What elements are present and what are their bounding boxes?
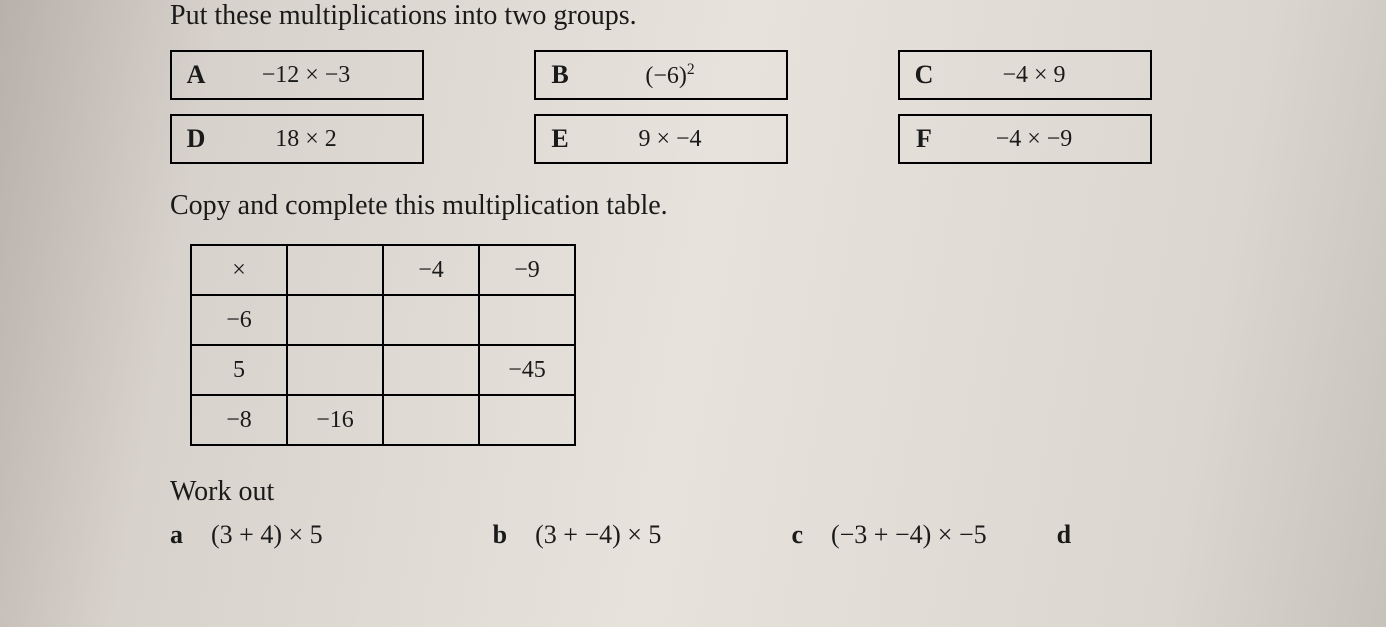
card-letter: C [900,60,948,90]
card-e: E 9 × −4 [534,114,788,164]
instruction-table: Copy and complete this multiplication ta… [170,190,1346,222]
card-a: A −12 × −3 [170,50,424,100]
table-row: 5 −45 [191,345,575,395]
table-cell [479,395,575,445]
card-f: F −4 × −9 [898,114,1152,164]
table-cell [287,345,383,395]
workout-item-b: b (3 + −4) × 5 [493,520,662,550]
card-expr: −4 × −9 [948,126,1150,153]
workout-item-a: a (3 + 4) × 5 [170,520,323,550]
card-letter: F [900,124,948,154]
table-cell: −6 [191,295,287,345]
table-cell: −9 [479,245,575,295]
table-row: −8 −16 [191,395,575,445]
table-cell: −45 [479,345,575,395]
table-cell [287,295,383,345]
workout-item-d: d [1057,520,1099,550]
card-expr: 9 × −4 [584,126,786,153]
worksheet-page: Put these multiplications into two group… [0,0,1386,550]
card-expr: (−6)2 [584,61,786,90]
table-cell: −4 [383,245,479,295]
workout-heading: Work out [170,476,1346,508]
instruction-grouping: Put these multiplications into two group… [170,0,1346,32]
table-cell [287,245,383,295]
card-expr: −12 × −3 [220,62,422,89]
table-cell: −16 [287,395,383,445]
card-letter: B [536,60,584,90]
part-expr: (−3 + −4) × −5 [831,520,987,550]
part-label: b [493,520,507,550]
workout-item-c: c (−3 + −4) × −5 [791,520,986,550]
table-cell [383,395,479,445]
card-letter: E [536,124,584,154]
table-cell [383,295,479,345]
table-cell [383,345,479,395]
card-expr: 18 × 2 [220,126,422,153]
part-label: a [170,520,183,550]
table-row: × −4 −9 [191,245,575,295]
card-letter: D [172,124,220,154]
multiplication-table: × −4 −9 −6 5 −45 −8 −16 [190,244,576,446]
part-expr: (3 + 4) × 5 [211,520,323,550]
card-row-2: D 18 × 2 E 9 × −4 F −4 × −9 [170,114,1346,164]
part-label: c [791,520,803,550]
table-cell: −8 [191,395,287,445]
table-cell: × [191,245,287,295]
card-expr: −4 × 9 [948,62,1150,89]
table-cell: 5 [191,345,287,395]
card-b: B (−6)2 [534,50,788,100]
card-d: D 18 × 2 [170,114,424,164]
part-label: d [1057,520,1071,550]
card-c: C −4 × 9 [898,50,1152,100]
workout-row: a (3 + 4) × 5 b (3 + −4) × 5 c (−3 + −4)… [170,520,1346,550]
card-letter: A [172,60,220,90]
table-cell [479,295,575,345]
card-row-1: A −12 × −3 B (−6)2 C −4 × 9 [170,50,1346,100]
table-row: −6 [191,295,575,345]
part-expr: (3 + −4) × 5 [535,520,661,550]
card-container: A −12 × −3 B (−6)2 C −4 × 9 D 18 × 2 E 9… [170,50,1346,164]
